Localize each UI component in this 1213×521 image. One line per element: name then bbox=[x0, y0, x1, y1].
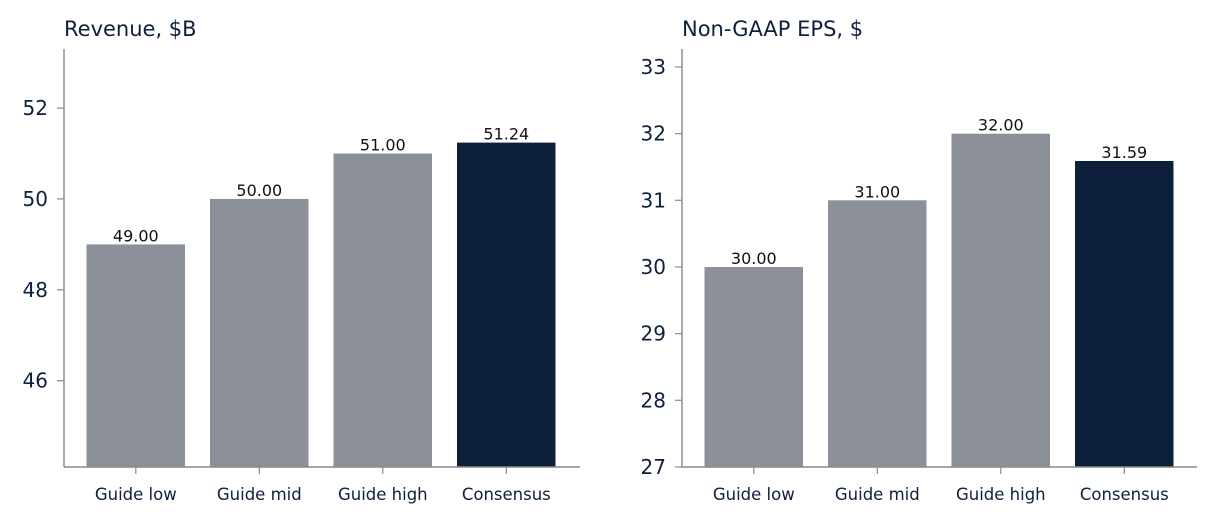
y-tick-label: 27 bbox=[641, 455, 666, 479]
x-tick-label: Guide high bbox=[956, 485, 1046, 504]
y-tick-label: 50 bbox=[23, 187, 48, 211]
y-tick-label: 46 bbox=[23, 369, 48, 393]
bar-guide-mid bbox=[828, 200, 927, 468]
x-tick-label: Guide high bbox=[338, 485, 428, 504]
y-tick-label: 52 bbox=[23, 96, 48, 120]
y-tick-label: 31 bbox=[641, 188, 666, 212]
y-tick-label: 48 bbox=[23, 278, 48, 302]
x-tick-label: Consensus bbox=[462, 485, 551, 504]
x-tick-label: Consensus bbox=[1080, 485, 1169, 504]
y-tick-label: 33 bbox=[641, 55, 666, 79]
data-label: 51.00 bbox=[360, 136, 406, 155]
chart-title: Revenue, $B bbox=[64, 17, 197, 41]
x-tick-label: Guide mid bbox=[217, 485, 302, 504]
data-label: 50.00 bbox=[236, 181, 282, 200]
chart-title: Non-GAAP EPS, $ bbox=[682, 17, 863, 41]
bar-guide-low bbox=[704, 267, 803, 467]
data-label: 31.00 bbox=[854, 182, 900, 201]
bar-guide-low bbox=[86, 244, 185, 467]
data-label: 51.24 bbox=[483, 125, 529, 144]
data-label: 32.00 bbox=[978, 116, 1024, 135]
bar-guide-high bbox=[951, 133, 1050, 467]
data-label: 31.59 bbox=[1101, 143, 1147, 162]
bar-consensus bbox=[1075, 161, 1174, 467]
data-label: 49.00 bbox=[113, 226, 159, 245]
x-tick-label: Guide low bbox=[713, 485, 795, 504]
y-tick-label: 32 bbox=[641, 122, 666, 146]
bar-consensus bbox=[457, 142, 556, 467]
data-label: 30.00 bbox=[731, 249, 777, 268]
eps-chart: Non-GAAP EPS, $ 30.00 Guide low 31.00 Guide… bbox=[641, 17, 1197, 504]
revenue-chart: Revenue, $B 49.00 Guide low 50.00 Guide mid… bbox=[23, 17, 580, 504]
y-tick-label: 30 bbox=[641, 255, 666, 279]
bar-guide-high bbox=[333, 153, 432, 467]
y-tick-label: 29 bbox=[641, 322, 666, 346]
x-tick-label: Guide low bbox=[95, 485, 177, 504]
x-tick-label: Guide mid bbox=[835, 485, 920, 504]
bar-guide-mid bbox=[210, 198, 309, 467]
y-tick-label: 28 bbox=[641, 388, 666, 412]
